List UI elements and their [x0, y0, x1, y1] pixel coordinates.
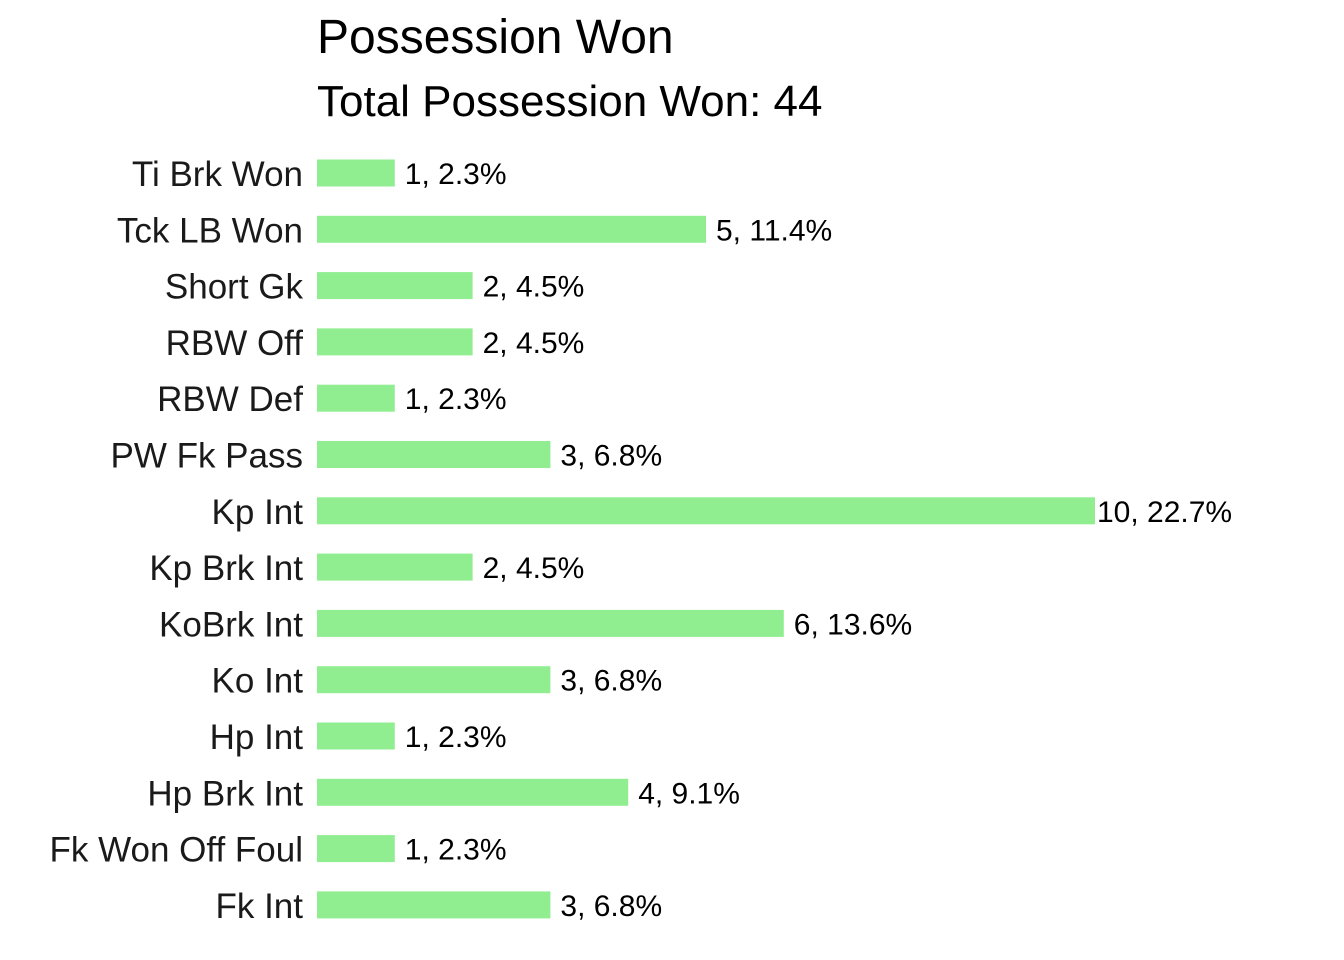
bar-value-label: 3, 6.8% — [560, 665, 662, 698]
bar-value-label: 1, 2.3% — [405, 834, 507, 867]
bar — [317, 272, 473, 300]
bar — [317, 835, 395, 863]
category-label: KoBrk Int — [159, 605, 303, 644]
bar-value-label: 5, 11.4% — [716, 214, 832, 247]
bar — [317, 778, 629, 806]
bar-value-label: 1, 2.3% — [405, 158, 507, 191]
bar — [317, 159, 395, 187]
bar-value-label: 6, 13.6% — [794, 608, 912, 641]
category-label: RBW Off — [166, 324, 304, 363]
category-label: Fk Won Off Foul — [49, 831, 303, 870]
bar-value-label: 1, 2.3% — [405, 383, 507, 416]
bar — [317, 497, 1095, 525]
category-label: Short Gk — [165, 268, 304, 307]
bar-value-label: 2, 4.5% — [483, 327, 585, 360]
bar-value-label: 4, 9.1% — [638, 777, 740, 810]
chart-subtitle: Total Possession Won: 44 — [317, 77, 822, 126]
category-label: RBW Def — [157, 380, 303, 419]
bar-value-label: 3, 6.8% — [560, 440, 662, 473]
bar-value-label: 1, 2.3% — [405, 721, 507, 754]
bar — [317, 441, 551, 468]
bar — [317, 384, 395, 412]
category-label: PW Fk Pass — [110, 437, 303, 476]
bar — [317, 666, 551, 694]
bars-layer: Ti Brk Won 1, 2.3% Tck LB Won 5, 11.4% Short… — [49, 155, 1232, 926]
bar — [317, 609, 784, 637]
category-label: Ti Brk Won — [132, 155, 303, 194]
bar-value-label: 2, 4.5% — [483, 271, 585, 304]
category-label: Tck LB Won — [117, 211, 303, 250]
bar-value-label: 2, 4.5% — [483, 552, 585, 585]
category-label: Fk Int — [215, 887, 303, 926]
chart-title: Possession Won — [317, 11, 674, 64]
bar — [317, 722, 395, 750]
bar-value-label: 10, 22.7% — [1097, 496, 1232, 529]
bar — [317, 891, 551, 919]
category-label: Hp Int — [210, 718, 304, 757]
category-label: Hp Brk Int — [147, 774, 303, 813]
category-label: Kp Brk Int — [149, 549, 303, 588]
category-label: Kp Int — [212, 493, 304, 532]
bar-value-label: 3, 6.8% — [560, 890, 662, 923]
category-label: Ko Int — [212, 662, 304, 701]
bar — [317, 215, 706, 243]
bar — [317, 553, 473, 581]
bar — [317, 328, 473, 356]
